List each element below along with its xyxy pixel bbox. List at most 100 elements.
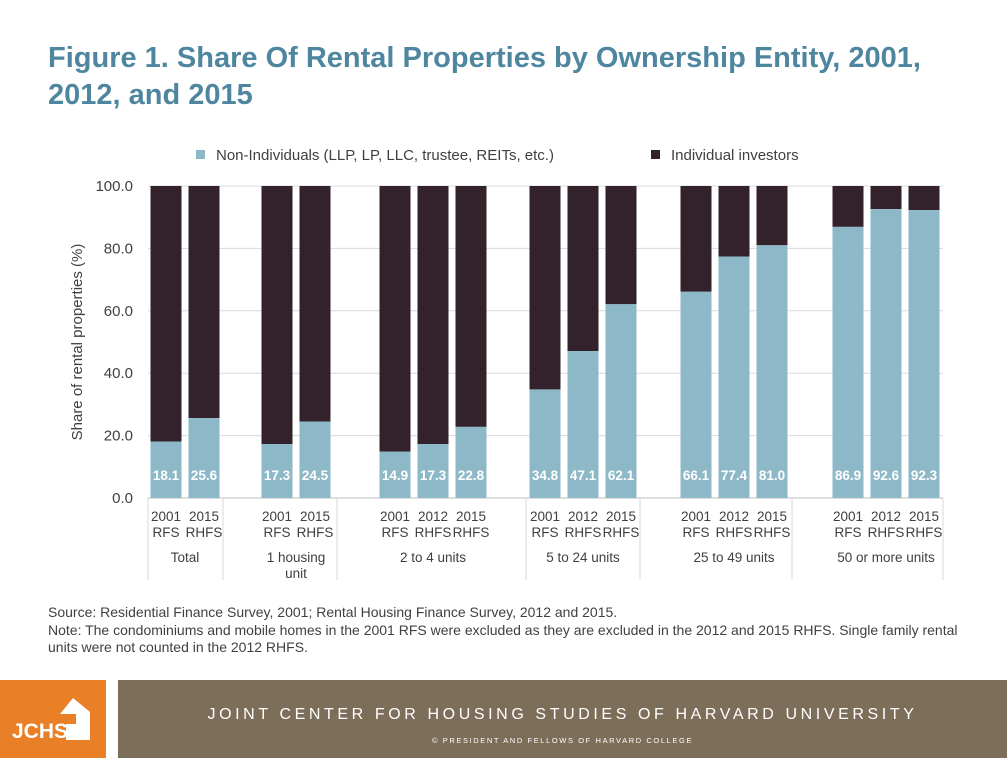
bar-individual-investors	[150, 186, 182, 442]
x-tick-survey: RHFS	[415, 525, 452, 540]
y-tick-label: 60.0	[104, 303, 133, 320]
chart-legend: Non-Individuals (LLP, LP, LLC, trustee, …	[196, 147, 799, 164]
legend-swatch-non-individuals	[196, 150, 205, 159]
bar-individual-investors	[299, 186, 331, 422]
bar-marks: 18.1 25.6 17.3 24.5 14.9 17.3 22.8 34.8 47.1 62.1…	[150, 186, 940, 499]
x-group-label: Total	[171, 550, 200, 565]
data-label: 17.3	[264, 468, 291, 483]
x-tick-year: 2001	[833, 509, 863, 524]
y-tick-label: 20.0	[104, 428, 133, 445]
x-tick-survey: RFS	[382, 525, 409, 540]
x-tick-survey: RHFS	[297, 525, 334, 540]
bar-non-individuals	[832, 226, 864, 498]
copyright-text: © PRESIDENT AND FELLOWS OF HARVARD COLLE…	[431, 736, 694, 745]
data-label: 18.1	[153, 468, 180, 483]
x-tick-survey: RFS	[683, 525, 710, 540]
x-tick-survey: RHFS	[565, 525, 602, 540]
x-tick-year: 2001	[262, 509, 292, 524]
x-tick-year: 2001	[380, 509, 410, 524]
chart-title: Figure 1. Share Of Rental Properties by …	[48, 42, 921, 111]
y-tick-label: 0.0	[112, 490, 133, 507]
data-label: 17.3	[420, 468, 447, 483]
y-axis-label: Share of rental properties (%)	[69, 244, 86, 441]
bar-non-individuals	[529, 389, 561, 498]
footer: JCHS JOINT CENTER FOR HOUSING STUDIES OF…	[0, 680, 1007, 758]
data-label: 66.1	[683, 468, 710, 483]
data-label: 92.6	[873, 468, 900, 483]
x-tick-survey: RFS	[835, 525, 862, 540]
bar-individual-investors	[417, 186, 449, 445]
y-tick-label: 40.0	[104, 365, 133, 382]
bar-individual-investors	[870, 186, 902, 210]
bar-non-individuals	[417, 444, 449, 498]
data-label: 25.6	[191, 468, 218, 483]
x-tick-year: 2012	[719, 509, 749, 524]
bar-non-individuals	[605, 304, 637, 498]
x-tick-year: 2001	[681, 509, 711, 524]
x-group-label: unit	[285, 566, 307, 581]
x-group-label: 2 to 4 units	[400, 550, 466, 565]
legend-label-individual-investors: Individual investors	[671, 147, 799, 164]
x-tick-survey: RHFS	[716, 525, 753, 540]
bar-individual-investors	[188, 186, 220, 419]
data-label: 81.0	[759, 468, 785, 483]
bar-individual-investors	[832, 186, 864, 227]
bar-individual-investors	[908, 186, 940, 211]
data-label: 86.9	[835, 468, 861, 483]
y-tick-label: 100.0	[95, 178, 133, 195]
source-note: Source: Residential Finance Survey, 2001…	[48, 604, 618, 620]
x-tick-survey: RFS	[532, 525, 559, 540]
x-tick-year: 2015	[909, 509, 939, 524]
bar-individual-investors	[718, 186, 750, 257]
stacked-bar-chart: Non-Individuals (LLP, LP, LLC, trustee, …	[69, 147, 944, 581]
house-icon	[60, 698, 90, 740]
bar-non-individuals	[455, 426, 487, 498]
data-label: 34.8	[532, 468, 559, 483]
data-label: 24.5	[302, 468, 329, 483]
x-tick-year: 2015	[606, 509, 636, 524]
logo-text: JCHS	[12, 720, 69, 743]
bar-non-individuals	[680, 291, 712, 498]
x-tick-survey: RHFS	[868, 525, 905, 540]
data-label: 77.4	[721, 468, 748, 483]
x-tick-survey: RFS	[153, 525, 180, 540]
y-axis: 0.0 20.0 40.0 60.0 80.0 100.0 Share of rental …	[69, 178, 133, 507]
bar-non-individuals	[150, 441, 182, 498]
data-label: 92.3	[911, 468, 938, 483]
legend-swatch-individual-investors	[651, 150, 660, 159]
footer-band: JOINT CENTER FOR HOUSING STUDIES OF HARV…	[118, 680, 1007, 758]
footnote: Note: The condominiums and mobile homes …	[48, 621, 958, 656]
y-tick-label: 80.0	[104, 240, 133, 257]
x-group-label: 50 or more units	[837, 550, 935, 565]
x-tick-survey: RHFS	[906, 525, 943, 540]
x-tick-year: 2012	[418, 509, 448, 524]
bar-individual-investors	[261, 186, 293, 445]
data-label: 62.1	[608, 468, 635, 483]
bar-individual-investors	[567, 186, 599, 352]
x-tick-year: 2015	[456, 509, 486, 524]
x-group-label: 25 to 49 units	[693, 550, 774, 565]
bar-non-individuals	[870, 209, 902, 498]
x-group-label: 1 housing	[267, 550, 326, 565]
x-tick-year: 2015	[757, 509, 787, 524]
organization-name: JOINT CENTER FOR HOUSING STUDIES OF HARV…	[207, 706, 918, 723]
bar-non-individuals	[188, 418, 220, 498]
bar-non-individuals	[261, 444, 293, 498]
bar-individual-investors	[680, 186, 712, 292]
data-label: 47.1	[570, 468, 597, 483]
jchs-logo: JCHS	[0, 680, 106, 758]
x-tick-year: 2001	[530, 509, 560, 524]
legend-label-non-individuals: Non-Individuals (LLP, LP, LLC, trustee, …	[216, 147, 554, 164]
bar-non-individuals	[299, 421, 331, 498]
bar-non-individuals	[718, 256, 750, 498]
chart-notes: Source: Residential Finance Survey, 2001…	[48, 604, 978, 657]
x-tick-year: 2001	[151, 509, 181, 524]
bar-non-individuals	[567, 351, 599, 498]
x-group-label: 5 to 24 units	[546, 550, 620, 565]
x-tick-survey: RFS	[264, 525, 291, 540]
bar-non-individuals	[379, 451, 411, 498]
bar-individual-investors	[756, 186, 788, 246]
bar-individual-investors	[455, 186, 487, 427]
x-tick-survey: RHFS	[754, 525, 791, 540]
